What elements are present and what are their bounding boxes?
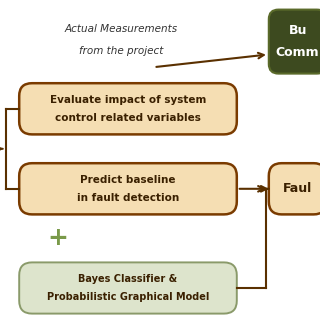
Text: Bayes Classifier &: Bayes Classifier & bbox=[78, 274, 178, 284]
Text: Predict baseline: Predict baseline bbox=[80, 175, 176, 185]
Text: Faul: Faul bbox=[283, 182, 312, 195]
FancyBboxPatch shape bbox=[269, 163, 320, 214]
FancyBboxPatch shape bbox=[19, 163, 237, 214]
Text: Bu: Bu bbox=[288, 24, 307, 37]
Text: Probabilistic Graphical Model: Probabilistic Graphical Model bbox=[47, 292, 209, 302]
FancyBboxPatch shape bbox=[19, 262, 237, 314]
Text: from the project: from the project bbox=[79, 46, 164, 56]
Text: Evaluate impact of system: Evaluate impact of system bbox=[50, 95, 206, 105]
FancyBboxPatch shape bbox=[19, 83, 237, 134]
Text: in fault detection: in fault detection bbox=[77, 193, 179, 203]
FancyBboxPatch shape bbox=[269, 10, 320, 74]
Text: control related variables: control related variables bbox=[55, 113, 201, 123]
Text: Actual Measurements: Actual Measurements bbox=[65, 24, 178, 34]
Text: +: + bbox=[47, 227, 68, 250]
Text: Comm: Comm bbox=[276, 46, 319, 59]
